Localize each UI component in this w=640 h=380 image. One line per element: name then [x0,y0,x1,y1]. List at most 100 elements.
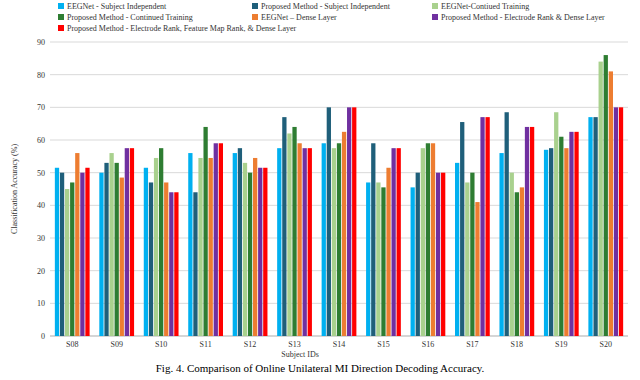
bar [233,153,237,336]
bar [604,55,608,336]
y-tick-label: 30 [37,234,45,243]
bar [85,168,89,336]
bar [376,182,380,336]
bar [411,187,415,336]
y-tick-label: 40 [37,201,45,210]
bar [198,158,202,336]
x-tick-label: S12 [244,340,256,349]
bar [115,163,119,336]
bar [619,107,623,336]
x-tick-label: S17 [466,340,478,349]
legend-swatch [252,14,258,20]
bar [238,148,242,336]
legend-swatch [432,3,438,9]
bars [55,55,623,336]
bar [308,148,312,336]
bar [431,143,435,336]
bar [70,182,74,336]
bar [120,178,124,336]
bar [441,173,445,336]
y-tick-label: 20 [37,267,45,276]
bar [104,163,108,336]
bar [366,182,370,336]
x-tick-label: S18 [511,340,523,349]
bar [609,71,613,336]
bar [386,168,390,336]
bar [164,182,168,336]
bar [614,107,618,336]
bar [436,173,440,336]
x-axis-label: Subject IDs [281,350,319,359]
bar [569,132,573,336]
caption: Fig. 4. Comparison of Online Unilateral … [156,362,485,374]
legend-swatch [58,25,64,31]
y-axis-label: Classification Accuracy (%) [10,144,19,235]
bar [347,107,351,336]
bar [277,148,281,336]
grid-line [50,42,628,43]
bar [475,202,479,336]
legend-label: EEGNet – Dense Layer [261,13,337,22]
y-tick-label: 10 [37,299,45,308]
bar [564,148,568,336]
x-tick-label: S11 [200,340,212,349]
chart: 0102030405060708090S08S09S10S11S12S13S14… [0,0,640,380]
x-tick-label: S08 [66,340,78,349]
bar [130,148,134,336]
x-tick-label: S13 [288,340,300,349]
bar [169,192,173,336]
bar [253,158,257,336]
x-tick-label: S16 [422,340,434,349]
bar [525,127,529,336]
bar [154,158,158,336]
bar [397,148,401,336]
y-tick-label: 60 [37,136,45,145]
x-tick-label: S09 [110,340,122,349]
bar [99,173,103,336]
bar [342,132,346,336]
bar [303,148,307,336]
bar [485,117,489,336]
bar [203,127,207,336]
bar [515,192,519,336]
bar [465,182,469,336]
bar [599,62,603,336]
bar [544,150,548,336]
bar [219,143,223,336]
bar [549,148,553,336]
bar [149,182,153,336]
bar [80,173,84,336]
bar [588,117,592,336]
grid-line [50,140,628,141]
bar [510,173,514,336]
bar [65,189,69,336]
bar [144,168,148,336]
bar [327,107,331,336]
bar [426,143,430,336]
bar [593,117,597,336]
bar [292,127,296,336]
bar [55,168,59,336]
bar [60,173,64,336]
bar [125,148,129,336]
bar [297,143,301,336]
bar [559,137,563,336]
bar [381,187,385,336]
grid-line [50,74,628,75]
bar [352,107,356,336]
x-tick-label: S19 [555,340,567,349]
bar [421,148,425,336]
bar [263,168,267,336]
legend-label: Proposed Method - Electrode Rank, Featur… [67,24,297,33]
x-tick-label: S20 [600,340,612,349]
y-tick-label: 80 [37,71,45,80]
bar [416,173,420,336]
bar [455,163,459,336]
bar [188,153,192,336]
bar [499,153,503,336]
bar [193,192,197,336]
bar [574,132,578,336]
legend-label: Proposed Method - Continued Training [67,13,193,22]
bar [214,143,218,336]
bar [371,143,375,336]
